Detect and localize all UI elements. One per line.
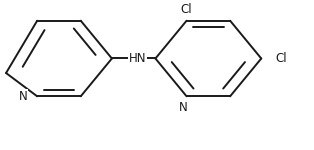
- Text: Cl: Cl: [276, 52, 287, 65]
- Text: N: N: [19, 90, 28, 103]
- Text: HN: HN: [129, 52, 146, 65]
- Text: Cl: Cl: [181, 3, 192, 16]
- Text: N: N: [179, 101, 188, 114]
